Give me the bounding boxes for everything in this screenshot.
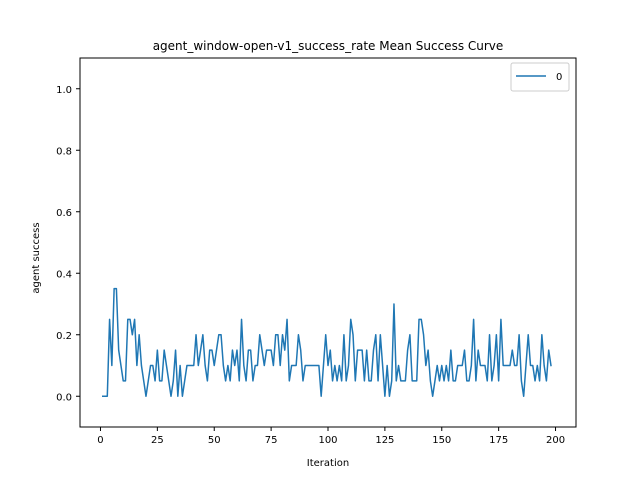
- x-tick-label: 150: [432, 435, 451, 446]
- x-axis-label: Iteration: [307, 458, 349, 469]
- series-line: [102, 287, 552, 397]
- x-tick-label: 125: [375, 435, 394, 446]
- legend-box: [510, 62, 570, 92]
- x-tick-label: 75: [265, 435, 278, 446]
- x-tick-label: 200: [546, 435, 565, 446]
- x-tick-label: 0: [97, 435, 103, 446]
- x-tick-label: 50: [208, 435, 221, 446]
- y-tick-label: 0.2: [56, 331, 72, 342]
- plot-area: 0 25 50 75 100 125 150 175 200 0.0 0.2 0.4 0.6 0.8 1.0: [56, 57, 577, 446]
- legend-label: 0: [556, 72, 562, 83]
- chart-title: agent_window-open-v1_success_rate Mean S…: [153, 39, 504, 53]
- y-tick-label: 0.8: [56, 146, 72, 157]
- y-tick-label: 0.6: [56, 208, 72, 219]
- y-tick-label: 0.0: [56, 392, 72, 403]
- legend: 0: [510, 62, 570, 92]
- y-axis-label: agent success: [31, 222, 42, 293]
- y-tick-label: 1.0: [56, 85, 72, 96]
- y-tick-label: 0.4: [56, 269, 72, 280]
- x-tick-label: 175: [489, 435, 508, 446]
- x-tick-label: 100: [318, 435, 337, 446]
- x-tick-label: 25: [151, 435, 164, 446]
